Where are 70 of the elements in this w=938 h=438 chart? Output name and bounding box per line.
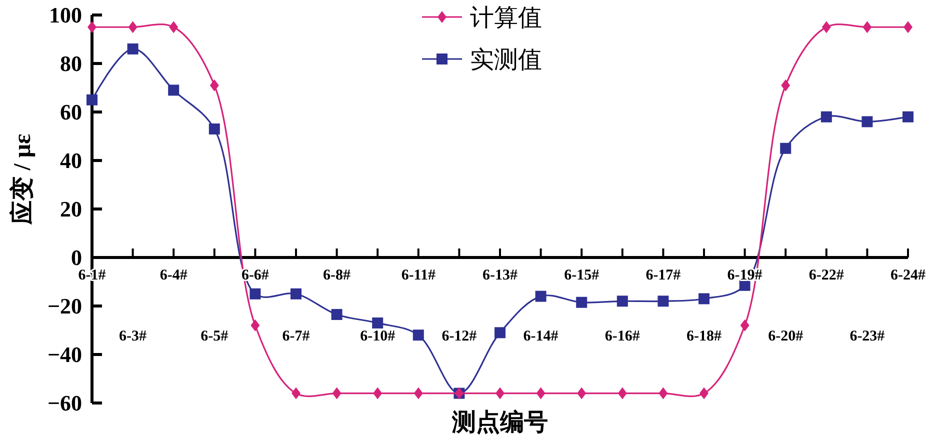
x-tick-label: 6-7#: [282, 328, 310, 344]
point: [414, 387, 423, 400]
legend-label: 计算值: [470, 5, 542, 32]
y-tick-label: 100: [49, 2, 82, 28]
x-tick-label: 6-13#: [482, 268, 518, 284]
y-tick-label: −40: [47, 342, 82, 368]
point: [292, 387, 300, 400]
point: [536, 387, 546, 400]
point: [290, 288, 302, 300]
point: [208, 123, 220, 134]
y-tick-label: 20: [60, 196, 82, 222]
y-tick-label: 60: [60, 100, 82, 125]
y-tick-label: −60: [47, 390, 82, 416]
point: [210, 79, 219, 92]
point: [658, 296, 669, 307]
point: [88, 21, 96, 34]
point: [250, 288, 261, 300]
x-tick-label: 6-22#: [808, 268, 844, 284]
point: [86, 94, 98, 106]
legend-label: 实测值: [470, 46, 542, 74]
x-tick-label: 6-4#: [160, 268, 188, 284]
y-tick-label: 0: [71, 245, 82, 270]
point: [496, 387, 504, 400]
point: [331, 308, 342, 320]
point: [494, 327, 506, 338]
point: [781, 79, 790, 92]
x-tick-label: 6-23#: [850, 328, 886, 344]
y-tick-label: 80: [60, 51, 82, 76]
point: [576, 296, 588, 308]
y-tick-label: 40: [60, 148, 82, 174]
x-tick-label: 6-17#: [646, 268, 682, 284]
y-tick-label: −20: [47, 294, 82, 319]
point: [332, 387, 342, 400]
point: [698, 293, 710, 304]
point: [618, 387, 627, 400]
point: [740, 319, 750, 332]
point: [862, 116, 873, 128]
x-tick-label: 6-15#: [564, 268, 600, 284]
x-tick-label: 6-5#: [200, 328, 229, 344]
point: [658, 387, 668, 400]
x-tick-label: 6-12#: [442, 328, 478, 344]
point: [700, 387, 708, 400]
point: [862, 21, 872, 34]
point: [904, 21, 912, 34]
point: [250, 319, 260, 332]
x-tick-label: 6-16#: [604, 328, 640, 344]
point: [780, 142, 792, 154]
x-tick-label: 6-24#: [890, 268, 926, 284]
point: [128, 21, 138, 34]
point: [373, 387, 382, 400]
x-tick-label: 6-14#: [523, 328, 559, 344]
x-tick-label: 6-10#: [360, 328, 396, 344]
x-tick-label: 6-11#: [401, 268, 436, 284]
x-tick-label: 6-8#: [323, 268, 352, 284]
point: [168, 84, 180, 96]
point: [372, 317, 384, 328]
x-tick-label: 6-18#: [686, 328, 722, 344]
point: [902, 111, 914, 122]
point: [820, 111, 832, 122]
x-axis-title: 测点编号: [451, 409, 548, 436]
point: [412, 330, 424, 341]
point: [577, 387, 586, 400]
point: [169, 21, 178, 34]
x-tick-label: 6-3#: [119, 328, 148, 344]
point: [535, 290, 546, 302]
x-tick-label: 6-20#: [768, 328, 804, 344]
point: [616, 296, 628, 307]
point: [127, 43, 138, 54]
point: [822, 21, 831, 34]
y-axis-title: 应变 / με: [9, 134, 36, 226]
